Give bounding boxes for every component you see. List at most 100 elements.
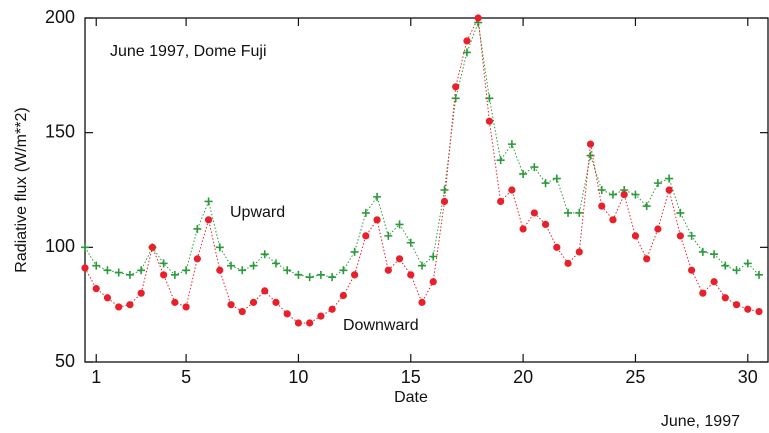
data-point xyxy=(92,285,100,293)
footnote: June, 1997 xyxy=(661,413,740,430)
data-point xyxy=(407,271,415,279)
data-point xyxy=(339,291,347,300)
data-point xyxy=(665,174,674,183)
data-point xyxy=(496,156,505,165)
data-point xyxy=(115,303,123,311)
data-point xyxy=(642,202,651,211)
data-point xyxy=(328,305,336,313)
data-point xyxy=(564,208,573,217)
data-point xyxy=(137,289,145,297)
data-point xyxy=(451,94,460,103)
data-point xyxy=(384,266,392,274)
data-point xyxy=(283,266,292,275)
x-tick-label: 30 xyxy=(738,367,758,387)
data-point xyxy=(317,312,325,320)
data-point xyxy=(306,319,314,327)
data-point xyxy=(688,266,696,274)
x-tick-label: 15 xyxy=(401,367,421,387)
data-point xyxy=(216,266,224,274)
data-point xyxy=(294,319,303,327)
data-point xyxy=(552,174,561,183)
data-point xyxy=(126,301,134,309)
data-point xyxy=(440,186,449,194)
data-point xyxy=(395,255,404,263)
annotation: June 1997, Dome Fuji xyxy=(110,43,267,60)
data-point xyxy=(609,216,617,224)
data-point xyxy=(452,83,460,91)
data-point xyxy=(553,243,561,251)
data-point xyxy=(249,298,258,306)
data-point xyxy=(665,186,673,194)
data-point xyxy=(598,202,606,210)
data-point xyxy=(586,151,595,160)
data-point xyxy=(654,225,662,233)
data-point xyxy=(148,243,157,251)
data-point xyxy=(732,301,741,309)
data-point xyxy=(608,190,617,199)
y-tick-label: 50 xyxy=(55,351,75,371)
series-line xyxy=(84,20,760,278)
data-point xyxy=(238,307,246,316)
data-point xyxy=(418,261,427,270)
data-point xyxy=(541,220,550,228)
y-tick-label: 100 xyxy=(45,236,75,256)
x-axis-label: Date xyxy=(394,389,428,406)
y-tick-label: 150 xyxy=(45,121,75,141)
data-point xyxy=(283,310,291,318)
data-point xyxy=(249,261,258,270)
x-tick-label: 1 xyxy=(91,367,101,387)
data-point xyxy=(462,48,471,57)
data-point xyxy=(710,250,719,259)
data-point xyxy=(103,294,112,302)
plot-frame xyxy=(84,17,769,363)
series-label: Downward xyxy=(343,317,419,334)
data-point xyxy=(328,273,337,282)
data-point xyxy=(710,278,718,286)
data-point xyxy=(519,225,527,233)
data-point xyxy=(182,303,190,311)
data-point xyxy=(316,270,325,279)
data-point xyxy=(351,271,359,279)
data-point xyxy=(395,220,404,229)
data-point xyxy=(125,270,134,279)
data-point xyxy=(339,266,348,275)
data-point xyxy=(440,197,449,206)
x-tick-label: 10 xyxy=(288,367,308,387)
data-point xyxy=(474,14,482,22)
data-point xyxy=(294,270,303,279)
data-point xyxy=(643,255,651,263)
y-tick-label: 200 xyxy=(45,7,75,27)
data-point xyxy=(429,278,437,286)
data-point xyxy=(676,232,684,240)
data-point xyxy=(92,261,101,270)
data-point xyxy=(81,264,89,272)
data-point xyxy=(653,179,662,188)
data-point xyxy=(575,248,583,256)
data-point xyxy=(418,298,426,306)
data-point xyxy=(305,273,314,282)
data-point xyxy=(732,266,741,275)
data-point xyxy=(721,261,730,270)
data-point xyxy=(204,216,213,224)
data-point xyxy=(755,307,763,316)
x-tick-label: 5 xyxy=(181,367,191,387)
data-point xyxy=(755,270,764,279)
data-point xyxy=(530,209,538,217)
data-point xyxy=(676,208,685,217)
y-axis-label: Radiative flux (W/m**2) xyxy=(13,107,30,272)
data-point xyxy=(507,140,516,149)
data-point xyxy=(261,287,269,295)
data-point xyxy=(429,252,438,261)
data-point xyxy=(215,243,224,252)
data-point xyxy=(497,197,505,206)
data-point xyxy=(384,231,393,240)
data-point xyxy=(564,259,572,267)
data-point xyxy=(699,289,707,297)
data-point xyxy=(541,179,550,188)
data-point xyxy=(485,117,494,125)
data-point xyxy=(271,259,280,268)
data-point xyxy=(81,243,89,252)
data-point xyxy=(698,247,707,256)
x-tick-label: 25 xyxy=(625,367,645,387)
